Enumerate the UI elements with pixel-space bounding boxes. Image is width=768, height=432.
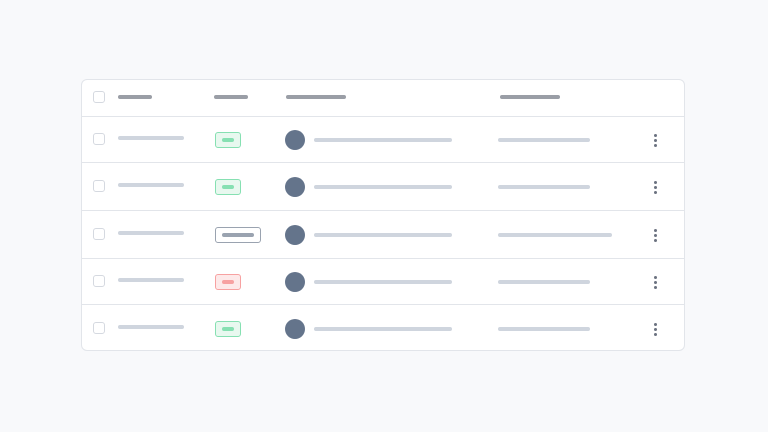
detail-placeholder [498,327,590,331]
avatar [285,130,305,150]
row-id-placeholder [118,183,184,187]
row-checkbox[interactable] [93,228,105,240]
user-name-placeholder [314,233,452,237]
kebab-menu-icon[interactable] [654,323,658,337]
row-checkbox[interactable] [93,275,105,287]
table-row[interactable] [82,162,684,210]
row-checkbox[interactable] [93,133,105,145]
detail-placeholder [498,138,590,142]
row-checkbox[interactable] [93,180,105,192]
column-header-user[interactable] [286,95,346,99]
status-badge [215,227,261,243]
user-name-placeholder [314,138,452,142]
kebab-menu-icon[interactable] [654,229,658,243]
user-name-placeholder [314,280,452,284]
table-row[interactable] [82,304,684,350]
table-row[interactable] [82,210,684,258]
avatar [285,272,305,292]
table-row[interactable] [82,116,684,162]
kebab-menu-icon[interactable] [654,181,658,195]
table-header [82,80,684,116]
kebab-menu-icon[interactable] [654,276,658,290]
detail-placeholder [498,233,612,237]
detail-placeholder [498,280,590,284]
avatar [285,225,305,245]
detail-placeholder [498,185,590,189]
user-name-placeholder [314,185,452,189]
table-row[interactable] [82,258,684,304]
row-id-placeholder [118,136,184,140]
data-table [81,79,685,351]
avatar [285,177,305,197]
select-all-checkbox[interactable] [93,91,105,103]
avatar [285,319,305,339]
row-id-placeholder [118,325,184,329]
row-checkbox[interactable] [93,322,105,334]
status-badge [215,274,241,290]
user-name-placeholder [314,327,452,331]
status-badge [215,132,241,148]
column-header-1[interactable] [118,95,152,99]
column-header-status[interactable] [214,95,248,99]
column-header-4[interactable] [500,95,560,99]
row-id-placeholder [118,231,184,235]
kebab-menu-icon[interactable] [654,134,658,148]
row-id-placeholder [118,278,184,282]
status-badge [215,321,241,337]
status-badge [215,179,241,195]
